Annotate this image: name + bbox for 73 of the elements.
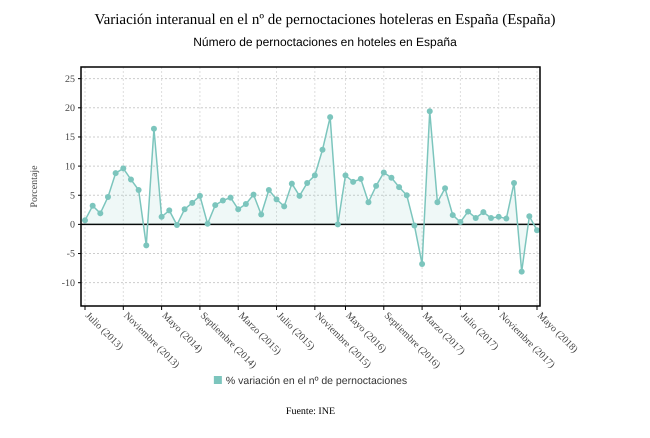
point: [82, 217, 88, 224]
point: [143, 242, 150, 248]
point: [480, 209, 486, 216]
point: [136, 187, 142, 193]
point: [426, 108, 433, 114]
point: [128, 176, 134, 183]
point: [365, 199, 372, 206]
point: [380, 170, 387, 176]
chart-subtitle: Número de pernoctaciones en hoteles en España: [193, 35, 458, 49]
source-note: Fuente: INE: [286, 406, 336, 417]
point: [281, 203, 288, 210]
y-axis-title: Porcentaje: [29, 164, 40, 208]
y-tick-label: 25: [65, 74, 75, 85]
point: [204, 220, 211, 227]
point: [442, 185, 448, 192]
point: [174, 222, 180, 228]
point: [534, 227, 540, 234]
y-tick-label: 20: [65, 103, 75, 114]
point: [503, 216, 510, 222]
y-tick-label: 0: [70, 220, 75, 231]
point: [258, 211, 264, 218]
point: [228, 194, 234, 201]
point: [319, 146, 326, 153]
point: [511, 180, 518, 186]
y-tick-label: 15: [65, 132, 75, 144]
point: [304, 180, 310, 186]
point: [266, 187, 272, 193]
point: [327, 114, 334, 120]
point: [465, 208, 472, 215]
point: [274, 196, 280, 202]
point: [358, 176, 364, 182]
point: [496, 214, 502, 220]
point: [90, 202, 96, 209]
point: [342, 172, 348, 178]
point: [242, 200, 249, 207]
y-tick-label: -10: [62, 278, 75, 289]
point: [334, 221, 341, 228]
point: [189, 200, 196, 206]
point: [488, 214, 494, 221]
point: [388, 174, 394, 181]
chart-title: Variación interanual en el nº de pernoctaciones hoteleras en España (España): [94, 12, 556, 28]
y-tick-label: -5: [66, 248, 75, 260]
point: [419, 261, 426, 268]
point: [158, 214, 165, 220]
point: [104, 194, 111, 200]
point: [373, 182, 380, 189]
point: [457, 219, 464, 226]
point: [220, 197, 226, 204]
y-tick-label: 5: [70, 190, 75, 202]
point: [97, 210, 104, 216]
point: [196, 192, 203, 199]
point: [166, 207, 172, 214]
point: [150, 126, 157, 132]
point: [472, 214, 479, 221]
point: [450, 212, 456, 218]
point: [312, 172, 318, 178]
point: [296, 192, 303, 199]
point: [112, 170, 119, 176]
point: [404, 192, 410, 198]
point: [288, 180, 295, 187]
point: [235, 206, 242, 212]
point: [411, 222, 418, 229]
point: [212, 202, 218, 208]
point: [396, 184, 402, 190]
legend-label: % variación en el nº de pernoctaciones: [226, 375, 408, 387]
point: [350, 178, 356, 185]
point: [434, 199, 440, 206]
point: [250, 192, 257, 198]
point: [182, 206, 188, 212]
point: [526, 213, 532, 220]
point: [518, 268, 525, 275]
point: [120, 165, 126, 172]
y-tick-label: 10: [65, 161, 75, 172]
